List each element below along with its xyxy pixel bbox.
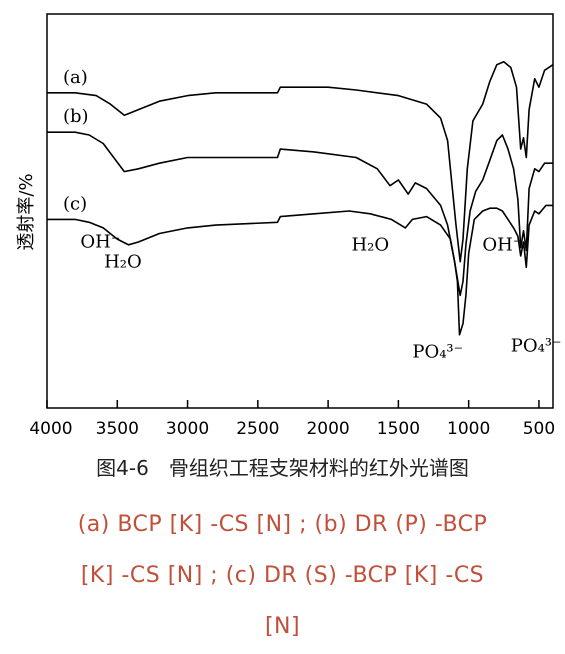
caption-line-1: (a) BCP [K] -CS [N] ; (b) DR (P) -BCP (77, 512, 488, 537)
caption-line-2: [K] -CS [N] ; (c) DR (S) -BCP [K] -CS (80, 563, 485, 588)
x-tick-label: 1000 (447, 419, 490, 439)
annotation-label: OH⁻ (80, 232, 120, 253)
annotation-label: PO₄³⁻ (511, 336, 562, 357)
x-tick-label: 2000 (306, 419, 349, 439)
x-tick-label: 3000 (166, 419, 209, 439)
annotation-label: PO₄³⁻ (412, 341, 463, 362)
x-tick-label: 2500 (236, 419, 279, 439)
x-tick-label: 3500 (96, 419, 139, 439)
plot-frame (46, 13, 554, 409)
series-line-1 (47, 61, 554, 263)
series-label-2: (b) (63, 106, 89, 127)
x-tick-label: 500 (523, 419, 555, 439)
annotation-label: H₂O (351, 234, 389, 255)
figure-title: 图4-6 骨组织工程支架材料的红外光谱图 (96, 456, 469, 480)
series-line-3 (47, 204, 553, 336)
y-axis-label: 透射率/% (16, 173, 37, 250)
ir-spectrum-chart: 4000 3500 3000 2500 2000 1500 1000 500 (a) (b) (c… (16, 13, 562, 439)
caption-line-3: [N] (264, 614, 301, 639)
annotation-label: H₂O (104, 251, 142, 272)
series-label-1: (a) (63, 67, 88, 88)
series-label-3: (c) (63, 193, 87, 214)
x-tick-label: 4000 (29, 419, 72, 439)
x-tick-label: 1500 (377, 419, 420, 439)
annotation-label: OH⁻ (482, 234, 522, 255)
x-axis-ticks: 4000 3500 3000 2500 2000 1500 1000 500 (29, 400, 555, 439)
series-layer: (a) (b) (c) (47, 61, 554, 336)
